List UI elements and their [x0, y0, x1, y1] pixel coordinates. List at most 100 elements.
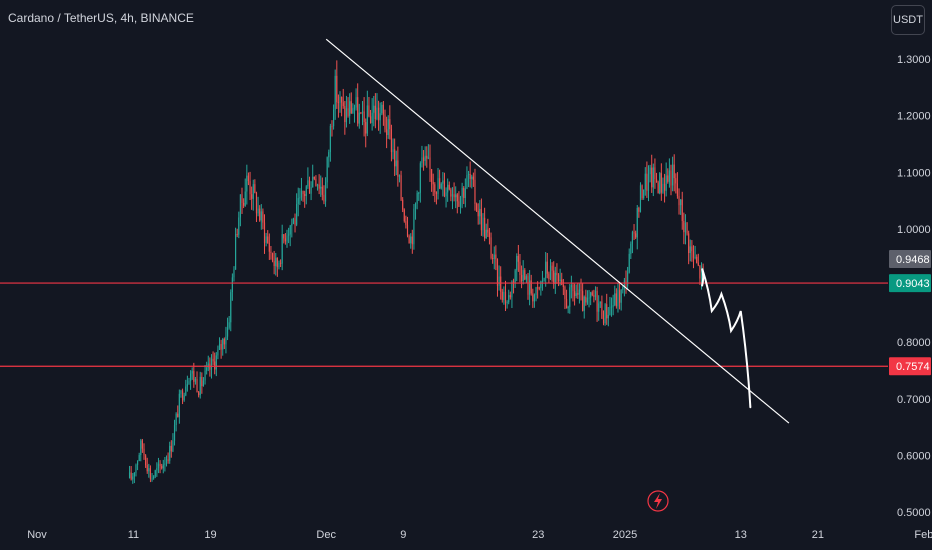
candle	[185, 379, 187, 397]
candle	[596, 286, 598, 322]
candle	[612, 294, 614, 316]
candle	[148, 463, 150, 478]
lightning-icon[interactable]	[647, 490, 669, 512]
price-tags: 0.9468 0.9043 0.7574	[889, 249, 931, 376]
projection-path[interactable]	[701, 268, 752, 409]
candle	[474, 168, 476, 211]
candle	[162, 459, 164, 474]
candle	[320, 175, 322, 197]
candle	[223, 337, 225, 350]
candle	[376, 93, 378, 121]
candle	[694, 245, 696, 260]
candle	[647, 165, 650, 202]
candle	[564, 285, 566, 310]
candle	[178, 389, 180, 424]
candle	[414, 202, 417, 220]
candle	[665, 162, 667, 197]
candle	[639, 182, 642, 213]
drawings-layer	[325, 38, 790, 424]
x-tick-label: Nov	[27, 529, 47, 541]
trendline[interactable]	[325, 38, 790, 424]
candle	[344, 101, 346, 135]
candle	[440, 182, 442, 190]
candle	[302, 190, 304, 202]
candle	[427, 144, 429, 160]
candle	[384, 109, 386, 133]
symbol-title[interactable]: Cardano / TetherUS, 4h, BINANCE	[8, 11, 194, 25]
candle	[439, 169, 441, 190]
x-tick-label: Feb	[914, 529, 932, 541]
candle	[157, 457, 160, 474]
currency-button[interactable]: USDT	[891, 5, 925, 35]
candle	[270, 245, 272, 260]
candle	[275, 252, 277, 276]
candle	[421, 145, 423, 168]
candle	[625, 270, 627, 294]
candle	[299, 188, 301, 205]
candle	[602, 310, 605, 326]
candle	[312, 164, 314, 188]
candle	[590, 291, 592, 306]
candle	[228, 315, 230, 330]
candle	[329, 123, 331, 162]
candle	[445, 187, 447, 208]
candle	[697, 253, 699, 267]
candle	[614, 285, 616, 307]
candle	[524, 268, 526, 281]
candle	[350, 92, 352, 114]
candle	[437, 167, 439, 200]
x-tick-label: 11	[128, 529, 139, 541]
candle	[610, 297, 613, 317]
candle	[368, 96, 370, 118]
candle	[154, 469, 156, 479]
candle	[342, 88, 344, 109]
candle	[538, 286, 540, 291]
candle	[519, 254, 521, 283]
candle	[324, 177, 327, 207]
candle	[517, 244, 519, 272]
candle	[355, 88, 357, 111]
candle	[323, 185, 325, 205]
candle	[635, 230, 637, 240]
candle	[172, 433, 174, 453]
candle	[180, 389, 182, 398]
price-tag-label: 0.9468	[896, 254, 930, 266]
candle	[408, 234, 410, 244]
candle	[541, 270, 544, 291]
candle	[429, 144, 431, 182]
candle	[326, 156, 328, 189]
candle	[386, 116, 388, 149]
candle	[458, 191, 460, 208]
candle	[699, 265, 701, 285]
candle	[520, 265, 523, 289]
candle	[279, 259, 282, 268]
candle	[662, 177, 664, 194]
candle	[177, 405, 179, 418]
candle	[607, 306, 609, 327]
candle	[580, 278, 582, 301]
candle	[480, 198, 482, 236]
candle	[186, 375, 188, 392]
candle	[138, 452, 140, 462]
candle	[276, 257, 278, 277]
candle	[509, 291, 511, 300]
candle	[583, 295, 585, 319]
candle	[199, 371, 201, 399]
candle	[657, 180, 659, 194]
candle	[530, 274, 532, 296]
candle	[492, 253, 494, 264]
candle	[235, 227, 237, 270]
candle	[183, 392, 185, 402]
candle	[469, 161, 471, 188]
candle	[161, 463, 163, 470]
candle	[133, 472, 135, 484]
candle	[146, 457, 148, 474]
candle	[543, 277, 545, 282]
candle	[389, 105, 391, 140]
candle	[201, 372, 203, 394]
candle	[490, 232, 492, 260]
candle	[371, 98, 373, 131]
candle	[638, 206, 640, 218]
